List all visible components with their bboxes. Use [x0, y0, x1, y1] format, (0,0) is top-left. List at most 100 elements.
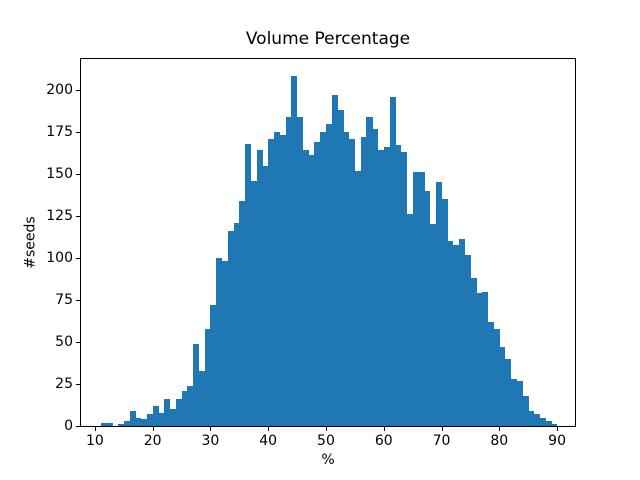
x-tick-label: 10 [85, 433, 104, 449]
histogram-bar [539, 417, 546, 426]
y-tick-mark [76, 131, 80, 133]
x-tick-mark [325, 427, 327, 431]
y-tick-label: 50 [55, 333, 73, 350]
histogram-bar [360, 136, 367, 426]
x-tick-mark [441, 427, 443, 431]
histogram-bar [268, 138, 275, 426]
histogram-bar [141, 419, 148, 426]
histogram-bar [522, 395, 529, 426]
histogram-bar [551, 424, 558, 426]
y-tick-label: 200 [46, 81, 73, 98]
histogram-bar [453, 244, 460, 426]
histogram-bar [129, 410, 136, 426]
chart-title: Volume Percentage [245, 29, 411, 49]
histogram-bar [401, 152, 408, 426]
histogram-bar [470, 278, 477, 426]
histogram-bar [383, 147, 390, 426]
y-tick-label: 175 [46, 123, 73, 140]
histogram-bar [314, 142, 321, 426]
histogram-bar [533, 414, 541, 426]
y-tick-mark [76, 426, 80, 427]
histogram-bar [505, 358, 512, 426]
y-tick-mark [76, 173, 80, 175]
histogram-bar [441, 199, 448, 426]
histogram-bar [424, 190, 431, 426]
histogram-bar [193, 343, 200, 426]
histogram-bar [395, 145, 402, 426]
histogram-bar [117, 424, 125, 426]
histogram-bar [487, 321, 494, 426]
histogram-bars [81, 59, 575, 426]
histogram-bar [279, 135, 286, 426]
histogram-bar [198, 370, 205, 426]
histogram-bar [158, 412, 165, 426]
plot-area [80, 58, 576, 427]
histogram-bar [250, 180, 257, 426]
histogram-bar [227, 231, 234, 426]
histogram-bar [389, 96, 396, 426]
histogram-bar [233, 222, 240, 426]
histogram-bar [256, 150, 263, 426]
histogram-bar [146, 414, 153, 426]
y-tick-mark [76, 89, 80, 91]
y-tick-mark [76, 341, 80, 343]
histogram-bar [262, 165, 269, 426]
y-tick-label: 25 [55, 375, 73, 392]
x-tick-mark [268, 427, 270, 431]
histogram-bar [418, 172, 425, 426]
y-tick-mark [76, 257, 80, 259]
x-tick-mark [152, 427, 154, 431]
y-tick-mark [76, 299, 80, 301]
y-axis-label: #seeds [22, 216, 39, 269]
histogram-bar [164, 399, 171, 426]
y-tick-label: 150 [46, 165, 73, 182]
histogram-bar [325, 123, 333, 426]
histogram-bar [106, 422, 113, 426]
histogram-bar [337, 110, 344, 426]
x-tick-label: 50 [317, 433, 335, 449]
histogram-bar [458, 239, 465, 426]
histogram-bar [210, 305, 217, 426]
x-tick-label: 40 [259, 433, 278, 449]
histogram-bar [187, 385, 194, 426]
histogram-bar [429, 224, 437, 426]
y-tick-mark [76, 383, 80, 385]
histogram-bar [516, 380, 523, 426]
x-tick-mark [557, 427, 559, 431]
histogram-bar [204, 328, 211, 426]
histogram-bar [123, 420, 130, 426]
x-tick-mark [94, 427, 96, 431]
histogram-bar [169, 409, 177, 426]
histogram-bar [464, 254, 471, 426]
histogram-bar [377, 150, 385, 426]
histogram-bar [481, 291, 489, 426]
histogram-bar [493, 328, 500, 426]
histogram-bar [152, 405, 159, 426]
histogram-bar [545, 420, 552, 426]
histogram-bar [372, 128, 379, 426]
histogram-bar [291, 76, 298, 426]
x-tick-label: 70 [432, 433, 451, 449]
histogram-bar [239, 200, 246, 426]
histogram-bar [354, 170, 361, 426]
histogram-bar [320, 131, 327, 426]
y-tick-mark [76, 215, 80, 217]
x-tick-label: 60 [374, 433, 393, 449]
histogram-bar [499, 347, 506, 426]
y-tick-label: 125 [46, 207, 73, 224]
histogram-bar [302, 150, 309, 426]
x-tick-label: 80 [490, 433, 509, 449]
histogram-bar [297, 116, 304, 426]
histogram-bar [308, 155, 315, 426]
histogram-bar [447, 241, 454, 426]
x-tick-mark [499, 427, 501, 431]
histogram-bar [273, 131, 281, 426]
histogram-bar [435, 182, 442, 426]
histogram-bar [135, 417, 142, 426]
histogram-bar [181, 390, 188, 426]
x-tick-label: 30 [201, 433, 220, 449]
histogram-bar [349, 138, 356, 426]
histogram-bar [528, 410, 535, 426]
histogram-bar [285, 116, 292, 426]
